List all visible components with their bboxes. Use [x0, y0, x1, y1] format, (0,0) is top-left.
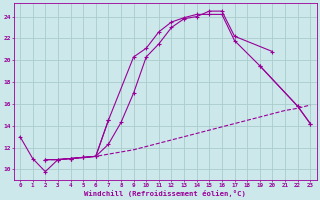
- X-axis label: Windchill (Refroidissement éolien,°C): Windchill (Refroidissement éolien,°C): [84, 190, 246, 197]
